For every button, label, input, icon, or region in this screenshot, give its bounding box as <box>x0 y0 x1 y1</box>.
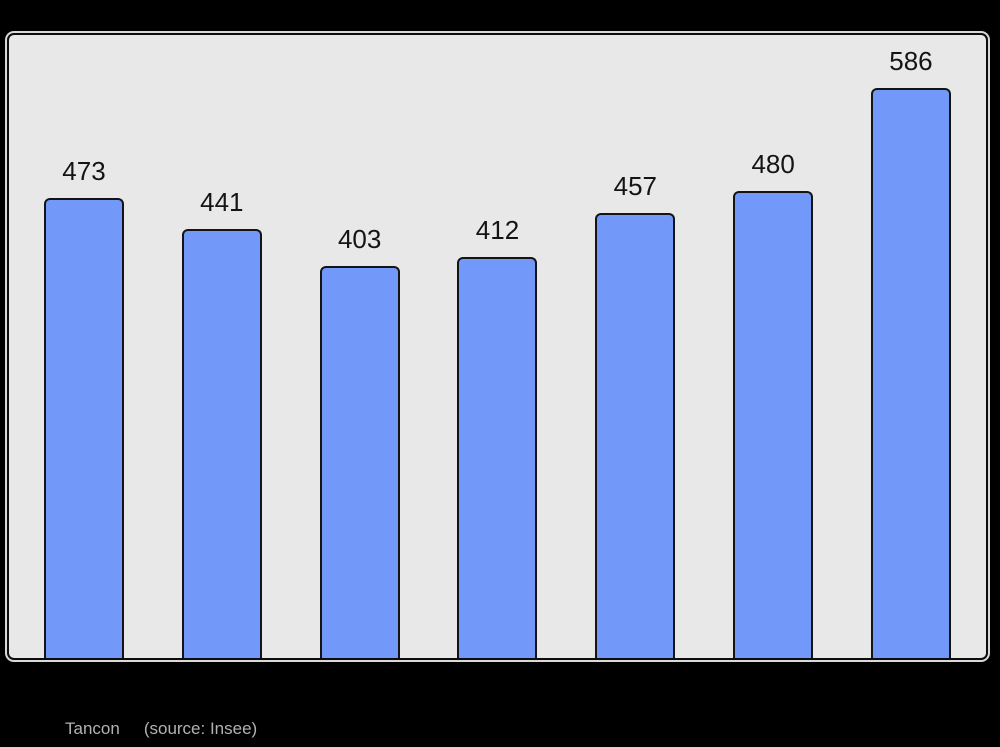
bar-column: 480 <box>733 35 814 658</box>
bar-value-label: 403 <box>337 223 382 254</box>
bar-value-label: 412 <box>475 214 520 245</box>
bar <box>457 256 538 658</box>
bar <box>319 265 400 658</box>
bar-value-label: 457 <box>613 171 657 202</box>
bars-row: 473 441 403 412 457 480 586 <box>9 35 986 658</box>
bar-column: 586 <box>870 35 951 658</box>
bar-column: 412 <box>457 35 538 658</box>
bar-value-label: 586 <box>889 45 933 76</box>
bar-value-label: 441 <box>200 186 244 217</box>
bar <box>870 87 951 658</box>
bar <box>595 213 676 658</box>
bar <box>733 190 814 658</box>
bar-value-label: 480 <box>751 148 795 179</box>
caption-source: (source: Insee) <box>143 719 258 738</box>
chart-panel: 473 441 403 412 457 480 586 <box>7 33 988 660</box>
bar-column: 457 <box>595 35 676 658</box>
chart-caption: Tancon (source: Insee) <box>65 719 257 739</box>
bar <box>181 228 262 658</box>
bar <box>44 197 124 658</box>
bar-value-label: 473 <box>62 155 106 186</box>
caption-commune: Tancon <box>65 719 120 738</box>
bar-column: 441 <box>181 35 262 658</box>
bar-column: 403 <box>319 35 400 658</box>
bar-column: 473 <box>44 35 124 658</box>
